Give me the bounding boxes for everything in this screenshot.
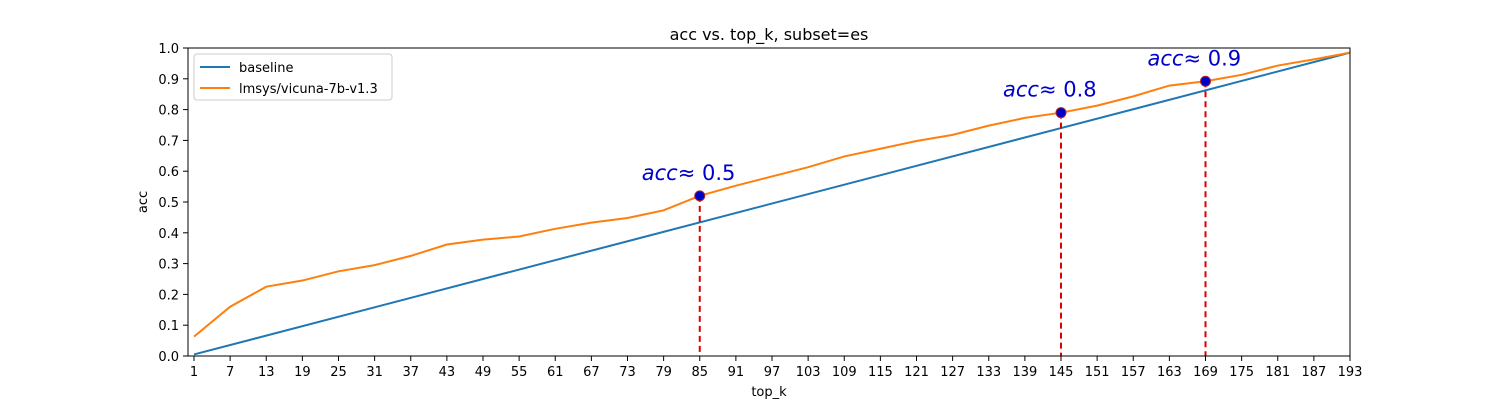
x-tick-label-21: 127 [940, 365, 965, 380]
x-tick-label-17: 103 [796, 365, 821, 380]
y-tick-label-0: 0.0 [158, 350, 179, 365]
annotation-label-0: acc≈ 0.5 [642, 161, 736, 185]
x-tick-label-25: 151 [1085, 365, 1110, 380]
legend: baseline lmsys/vicuna-7b-v1.3 [193, 53, 393, 101]
x-tick-label-10: 61 [547, 365, 564, 380]
y-tick-label-10: 1.0 [158, 42, 179, 57]
x-tick-label-16: 97 [764, 365, 781, 380]
y-tick-label-7: 0.7 [158, 134, 179, 149]
x-tick-label-0: 1 [190, 365, 198, 380]
x-tick-label-7: 43 [439, 365, 456, 380]
x-tick-label-30: 181 [1265, 365, 1290, 380]
legend-label-0: baseline [239, 61, 293, 76]
x-tick-label-3: 19 [294, 365, 311, 380]
chart-title: acc vs. top_k, subset=es [670, 25, 869, 45]
x-tick-label-2: 13 [258, 365, 275, 380]
y-tick-label-5: 0.5 [158, 196, 179, 211]
x-axis: 1 7 13 19 25 31 37 43 49 55 61 67 73 79 85 91 97 103 109 11… [190, 356, 1363, 380]
plot-area: acc≈ 0.5 acc≈ 0.8 acc≈ 0.9 [193, 46, 1351, 356]
x-tick-label-15: 91 [728, 365, 745, 380]
x-tick-label-18: 109 [832, 365, 857, 380]
x-tick-label-26: 157 [1121, 365, 1146, 380]
x-tick-label-31: 187 [1301, 365, 1326, 380]
legend-box [193, 53, 393, 101]
x-tick-label-1: 7 [226, 365, 234, 380]
x-tick-label-12: 73 [619, 365, 636, 380]
x-tick-label-28: 169 [1193, 365, 1218, 380]
annotation-marker-1 [1055, 107, 1067, 119]
x-tick-label-8: 49 [475, 365, 492, 380]
x-tick-label-29: 175 [1229, 365, 1254, 380]
x-tick-label-32: 193 [1338, 365, 1363, 380]
x-tick-label-14: 85 [691, 365, 708, 380]
x-tick-label-23: 139 [1012, 365, 1037, 380]
y-tick-label-2: 0.2 [158, 288, 179, 303]
annotation-marker-0 [694, 190, 706, 202]
y-tick-label-8: 0.8 [158, 104, 179, 119]
x-tick-label-4: 25 [330, 365, 347, 380]
x-tick-label-22: 133 [976, 365, 1001, 380]
x-tick-label-27: 163 [1157, 365, 1182, 380]
y-tick-label-1: 0.1 [158, 319, 179, 334]
y-axis-label: acc [136, 191, 151, 213]
legend-label-1: lmsys/vicuna-7b-v1.3 [239, 82, 378, 97]
annotation-label-2: acc≈ 0.9 [1148, 46, 1242, 70]
x-tick-label-6: 37 [402, 365, 419, 380]
x-axis-label: top_k [751, 385, 787, 400]
x-tick-label-20: 121 [904, 365, 929, 380]
x-tick-label-11: 67 [583, 365, 600, 380]
annotation-label-1: acc≈ 0.8 [1003, 78, 1097, 102]
series-line-1 [193, 51, 1351, 338]
y-tick-label-3: 0.3 [158, 258, 179, 273]
y-axis: 0.0 0.1 0.2 0.3 0.4 0.5 0.6 0.7 0.8 0.9 1.0 [158, 42, 188, 365]
annotation-marker-2 [1200, 75, 1211, 87]
x-tick-label-24: 145 [1049, 365, 1074, 380]
y-tick-label-4: 0.4 [158, 227, 179, 242]
series-line-0 [193, 51, 1351, 356]
x-tick-label-9: 55 [511, 365, 528, 380]
x-tick-label-5: 31 [366, 365, 383, 380]
x-tick-label-13: 79 [655, 365, 672, 380]
y-tick-label-6: 0.6 [158, 165, 179, 180]
y-tick-label-9: 0.9 [158, 73, 179, 88]
x-tick-label-19: 115 [868, 365, 893, 380]
